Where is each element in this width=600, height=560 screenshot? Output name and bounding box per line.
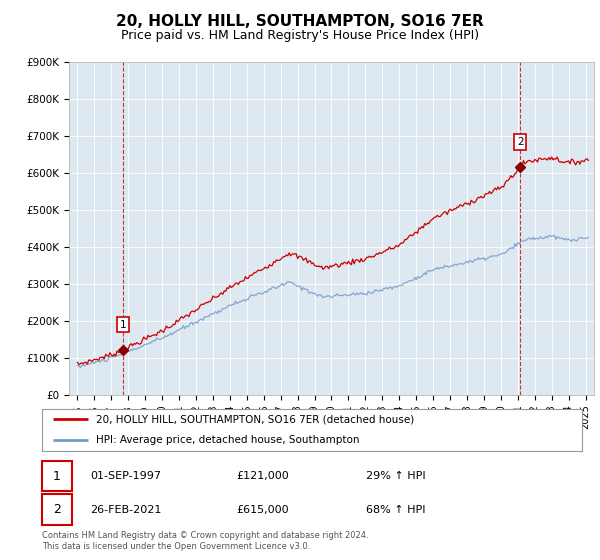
Text: 2: 2 — [517, 137, 524, 147]
Text: 20, HOLLY HILL, SOUTHAMPTON, SO16 7ER (detached house): 20, HOLLY HILL, SOUTHAMPTON, SO16 7ER (d… — [96, 414, 414, 424]
Text: 1: 1 — [119, 320, 126, 330]
FancyBboxPatch shape — [42, 461, 72, 491]
Text: HPI: Average price, detached house, Southampton: HPI: Average price, detached house, Sout… — [96, 435, 359, 445]
Text: £121,000: £121,000 — [236, 471, 289, 481]
Text: 20, HOLLY HILL, SOUTHAMPTON, SO16 7ER: 20, HOLLY HILL, SOUTHAMPTON, SO16 7ER — [116, 14, 484, 29]
Text: 68% ↑ HPI: 68% ↑ HPI — [366, 505, 425, 515]
Text: 29% ↑ HPI: 29% ↑ HPI — [366, 471, 425, 481]
Text: 1: 1 — [53, 469, 61, 483]
Text: 26-FEB-2021: 26-FEB-2021 — [91, 505, 162, 515]
FancyBboxPatch shape — [42, 494, 72, 525]
Text: This data is licensed under the Open Government Licence v3.0.: This data is licensed under the Open Gov… — [42, 542, 310, 550]
Text: £615,000: £615,000 — [236, 505, 289, 515]
Text: 01-SEP-1997: 01-SEP-1997 — [91, 471, 161, 481]
FancyBboxPatch shape — [42, 409, 582, 451]
Text: 2: 2 — [53, 503, 61, 516]
Text: Price paid vs. HM Land Registry's House Price Index (HPI): Price paid vs. HM Land Registry's House … — [121, 29, 479, 42]
Text: Contains HM Land Registry data © Crown copyright and database right 2024.: Contains HM Land Registry data © Crown c… — [42, 531, 368, 540]
